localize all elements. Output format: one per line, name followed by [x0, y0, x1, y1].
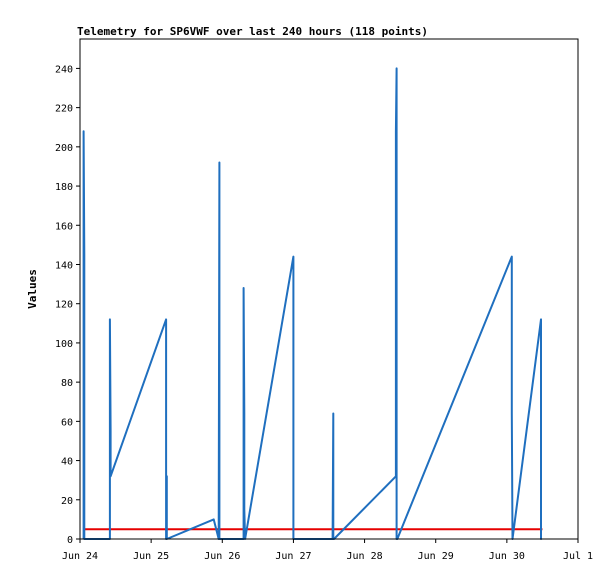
y-tick-label: 40 — [61, 457, 73, 468]
x-tick-label: Jun 24 — [62, 551, 98, 562]
y-tick-label: 0 — [67, 535, 73, 546]
plot-frame — [79, 38, 579, 540]
x-tick-label: Jun 25 — [133, 551, 169, 562]
x-tick-label: Jun 27 — [275, 551, 311, 562]
y-tick-label: 200 — [55, 143, 73, 154]
y-axis-label: Values — [26, 269, 39, 309]
y-tick-label: 80 — [61, 378, 73, 389]
y-tick-label: 100 — [55, 339, 73, 350]
x-axis: Jun 24 Jun 25 Jun 26 Jun 27 Jun 28 Jun 29 Jun … — [62, 539, 593, 562]
y-tick-label: 220 — [55, 104, 73, 115]
x-tick-label: Jun 29 — [418, 551, 454, 562]
x-tick-label: Jun 30 — [489, 551, 525, 562]
y-tick-label: 60 — [61, 417, 73, 428]
x-tick-label: Jun 26 — [204, 551, 240, 562]
y-tick-label: 120 — [55, 300, 73, 311]
x-tick-label: Jul 1 — [563, 551, 593, 562]
series-line — [82, 67, 542, 540]
y-tick-label: 20 — [61, 496, 73, 507]
y-tick-label: 160 — [55, 221, 73, 232]
chart-title: Telemetry for SP6VWF over last 240 hours… — [77, 25, 428, 38]
y-tick-label: 140 — [55, 260, 73, 271]
y-tick-label: 240 — [55, 64, 73, 75]
y-axis: 0 20 40 60 80 100 120 140 160 180 200 220 240 — [55, 64, 80, 546]
x-tick-label: Jun 28 — [347, 551, 383, 562]
plot-area — [82, 67, 543, 540]
y-tick-label: 180 — [55, 182, 73, 193]
